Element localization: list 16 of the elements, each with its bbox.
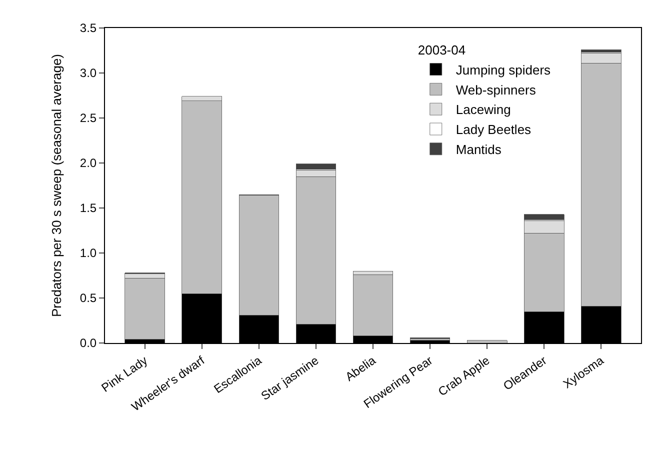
legend-label: Jumping spiders xyxy=(456,62,552,78)
y-tick-label: 3.5 xyxy=(80,21,97,36)
legend-label: Lady Beetles xyxy=(456,122,532,138)
y-tick-label: 2.0 xyxy=(80,156,97,170)
legend-label: Mantids xyxy=(456,142,502,157)
y-tick-label: 2.5 xyxy=(80,111,97,126)
y-tick-label: 1.5 xyxy=(80,201,97,216)
y-axis-title: Predators per 30 s sweep (seasonal average) xyxy=(48,54,64,318)
legend-label: Web-spinners xyxy=(456,82,536,98)
legend-label: Lacewing xyxy=(456,102,511,118)
y-tick-label: 0.0 xyxy=(80,336,97,350)
y-tick-label: 1.0 xyxy=(80,246,97,260)
legend-title: 2003-04 xyxy=(418,42,466,58)
y-tick-label: 0.5 xyxy=(80,291,97,306)
y-tick-label: 3.0 xyxy=(80,66,97,80)
x-tick-label: Pink Lady xyxy=(98,353,150,395)
